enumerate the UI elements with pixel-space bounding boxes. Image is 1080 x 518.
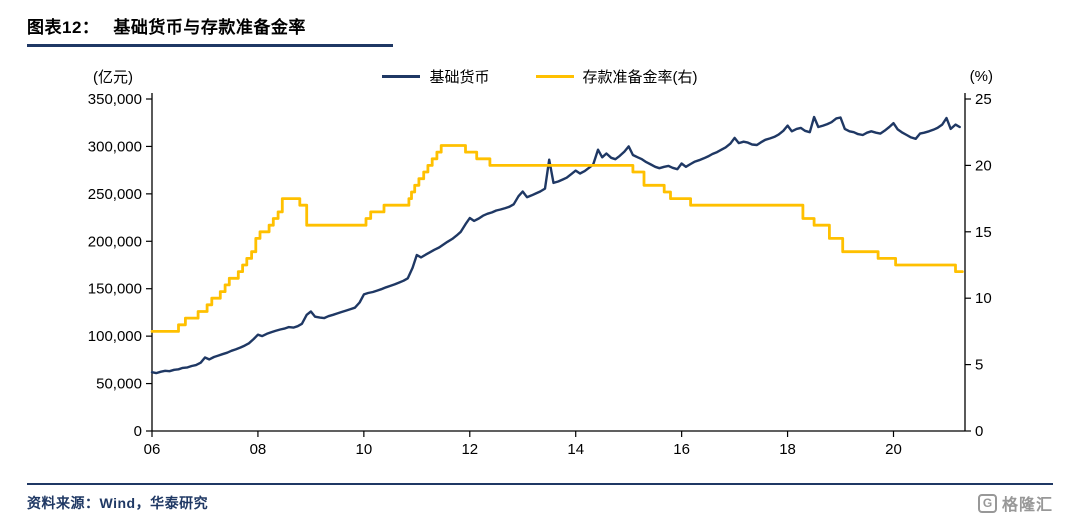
left-tick-label: 50,000 [96,376,142,393]
x-tick-label: 16 [673,441,690,458]
gelonghui-logo-text: 格隆汇 [1001,497,1053,514]
x-tick-label: 12 [461,441,478,458]
series-line-0 [150,115,961,375]
gelonghui-logo: G 格隆汇 [977,491,1053,515]
left-tick-label: 350,000 [88,91,142,108]
right-tick-label: 0 [975,423,983,440]
right-tick-label: 10 [975,290,992,307]
right-tick-label: 25 [975,91,992,108]
right-tick-label: 20 [975,157,992,174]
x-tick-label: 08 [250,441,267,458]
chart-plot: 0 50,000 100,000 150,000 200,000 250,000 300,0… [88,91,992,458]
figure-header: 图表12： 基础货币与存款准备金率 [27,10,1053,47]
legend-label-reserve-ratio: 存款准备金率(右) [582,68,698,86]
chart-area: (亿元) 基础货币 存款准备金率(右) (%) 0 50,000 100,000 15… [27,65,1053,468]
x-tick-label: 06 [144,441,161,458]
legend-label-base-money: 基础货币 [429,68,490,86]
source-text: 资料来源：Wind，华泰研究 [27,495,209,511]
left-tick-label: 100,000 [88,328,142,345]
legend-line-reserve-ratio [535,74,574,78]
figure-footer: 资料来源：Wind，华泰研究 G 格隆汇 [27,483,1053,515]
figure-title: 基础货币与存款准备金率 [113,18,306,37]
gelonghui-logo-icon: G [977,493,997,513]
right-tick-label: 15 [975,224,992,241]
left-tick-label: 300,000 [88,138,142,155]
left-tick-label: 0 [134,423,142,440]
title-underline-rule [27,44,393,47]
legend-item-base-money: 基础货币 [382,66,490,87]
x-tick-label: 18 [779,441,796,458]
left-tick-label: 250,000 [88,186,142,203]
plot-wrapper: 0 50,000 100,000 150,000 200,000 250,000 300,0… [27,91,1053,468]
legend-item-reserve-ratio: 存款准备金率(右) [535,66,698,87]
right-axis-unit-label: (%) [969,67,993,85]
left-axis-unit-label: (亿元) [93,68,133,86]
figure-title-row: 图表12： 基础货币与存款准备金率 [27,10,1053,38]
left-tick-label: 200,000 [88,233,142,250]
series-line-1 [150,144,964,333]
legend-line-base-money [382,74,421,78]
left-tick-label: 150,000 [88,281,142,298]
right-tick-label: 5 [975,357,983,374]
x-tick-label: 20 [885,441,902,458]
chart-top-row: (亿元) 基础货币 存款准备金率(右) (%) [27,65,1053,87]
chart-legend: 基础货币 存款准备金率(右) [382,66,698,87]
x-tick-label: 14 [567,441,584,458]
figure-number-label: 图表12： [27,18,100,37]
x-tick-label: 10 [356,441,373,458]
